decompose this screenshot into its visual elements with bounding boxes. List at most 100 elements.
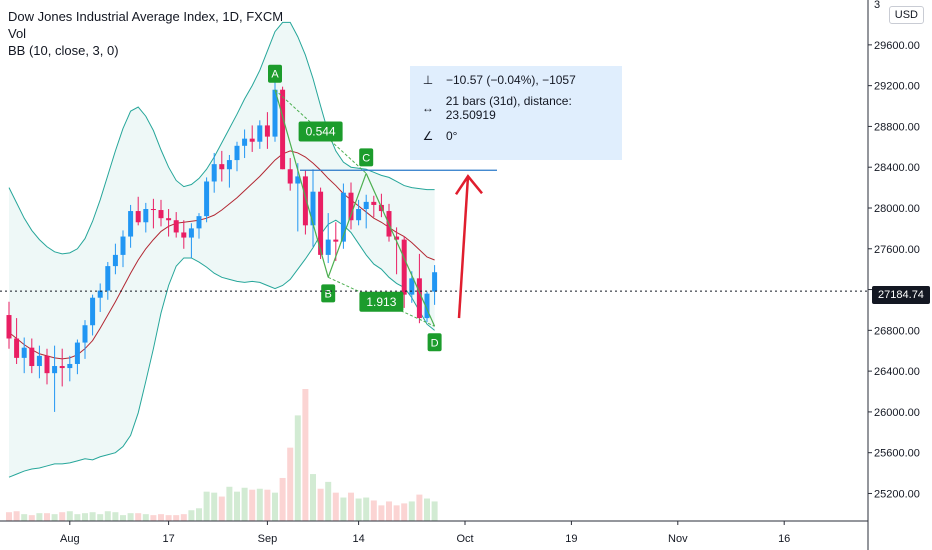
volume-bar xyxy=(21,514,28,521)
candle-body xyxy=(287,169,293,184)
candle-body xyxy=(226,160,232,170)
candle-body xyxy=(310,191,316,226)
candle-body xyxy=(90,297,96,326)
volume-bar xyxy=(302,389,309,521)
candle-body xyxy=(181,232,187,238)
pattern-ratio-box xyxy=(298,121,343,142)
bollinger-lower-band xyxy=(8,219,435,478)
pattern-ratio-label: 0.544 xyxy=(306,125,336,139)
volume-bar xyxy=(234,491,240,521)
time-tick-label: Nov xyxy=(668,533,688,545)
volume-bar xyxy=(82,513,88,521)
currency-button[interactable]: USD xyxy=(888,6,924,24)
bollinger-upper-band xyxy=(8,21,435,255)
price-tick-label: 26000.00 xyxy=(874,407,920,419)
candle-body xyxy=(242,138,248,146)
measure-tooltip: ⊥ −10.57 (−0.04%), −1057 ↔ 21 bars (31d)… xyxy=(410,66,622,160)
volume-bar xyxy=(317,488,324,521)
volume-bar xyxy=(363,497,370,521)
volume-bars xyxy=(6,389,438,521)
candle-body xyxy=(333,239,339,242)
candle-body xyxy=(36,355,42,367)
candle-body xyxy=(173,220,179,233)
volume-bar xyxy=(180,514,187,521)
volume-bar xyxy=(272,492,278,521)
candle-body xyxy=(234,145,240,161)
candle-body xyxy=(318,191,324,255)
volume-bar xyxy=(294,415,301,521)
candle-body xyxy=(424,293,430,319)
volume-bar xyxy=(36,513,43,521)
candle-body xyxy=(21,347,27,358)
pattern-point-A xyxy=(268,64,282,83)
chart-legend: Dow Jones Industrial Average Index, 1D, … xyxy=(8,8,283,59)
volume-bar xyxy=(66,511,73,521)
volume-bar xyxy=(203,491,210,521)
price-tick-label: 29200.00 xyxy=(874,81,920,93)
candlesticks xyxy=(6,76,438,412)
date-range-icon: ↔ xyxy=(421,101,434,115)
volume-bar xyxy=(59,512,66,521)
candle-body xyxy=(356,209,362,221)
volume-bar xyxy=(13,511,20,521)
candle-body xyxy=(401,239,407,295)
candle-body xyxy=(280,89,286,170)
volume-bar xyxy=(165,515,172,521)
candle-body xyxy=(394,236,400,240)
volume-bar xyxy=(74,514,81,521)
volume-bar xyxy=(370,500,377,521)
pattern-ratio-box xyxy=(359,291,404,312)
volume-bar xyxy=(408,501,415,521)
volume-bar xyxy=(188,510,195,521)
volume-bar xyxy=(241,487,248,521)
pattern-ratio-line-bd xyxy=(327,276,435,327)
volume-bar xyxy=(325,481,332,521)
volume-bar xyxy=(310,474,316,521)
volume-bar xyxy=(386,501,392,521)
volume-bar xyxy=(150,515,157,521)
candle-body xyxy=(409,278,415,295)
price-tick-label: 25600.00 xyxy=(874,448,920,460)
volume-bar xyxy=(44,513,50,521)
volume-bar xyxy=(158,514,164,521)
volume-bar xyxy=(332,492,339,521)
pattern-leg-AB xyxy=(274,89,329,278)
candle-body xyxy=(188,228,194,238)
candle-body xyxy=(302,176,308,226)
volume-bar xyxy=(173,515,180,521)
bb-indicator-label[interactable]: BB (10, close, 3, 0) xyxy=(8,43,119,58)
candle-body xyxy=(340,192,346,242)
candle-body xyxy=(219,164,225,170)
pattern-point-label: C xyxy=(362,152,370,164)
time-tick-label: Oct xyxy=(456,533,473,545)
volume-bar xyxy=(355,498,362,521)
time-axis: Aug 17 Sep 14 Oct 19 Nov 16 xyxy=(0,520,868,545)
volume-bar xyxy=(424,498,430,521)
volume-label: Vol xyxy=(8,26,27,41)
candle-body xyxy=(295,176,301,184)
pattern-point-B xyxy=(321,284,336,303)
volume-bar xyxy=(256,488,263,521)
candle-body xyxy=(29,347,35,367)
price-tick-label: 27600.00 xyxy=(874,244,920,256)
candle-body xyxy=(371,201,377,205)
candle-body xyxy=(196,216,202,229)
time-tick-label: 14 xyxy=(352,533,364,545)
candle-body xyxy=(67,363,73,369)
candle-body xyxy=(128,211,134,237)
candle-body xyxy=(211,164,217,182)
measure-bars: 21 bars (31d), distance: 23.50919 xyxy=(445,94,572,122)
candle-body xyxy=(135,211,141,223)
price-axis: 25200.00 25600.00 26000.00 26400.00 26800.00… xyxy=(867,0,920,550)
time-tick-label: 19 xyxy=(565,533,577,545)
volume-bar xyxy=(89,512,96,521)
projection-arrow-shaft xyxy=(457,176,470,319)
candle-body xyxy=(257,125,263,142)
volume-bar xyxy=(51,514,58,521)
price-tick-label: 28800.00 xyxy=(874,121,920,133)
volume-bar xyxy=(196,508,202,521)
projection-arrow-head xyxy=(454,174,483,195)
candle-body xyxy=(112,254,118,267)
volume-bar xyxy=(348,492,354,521)
